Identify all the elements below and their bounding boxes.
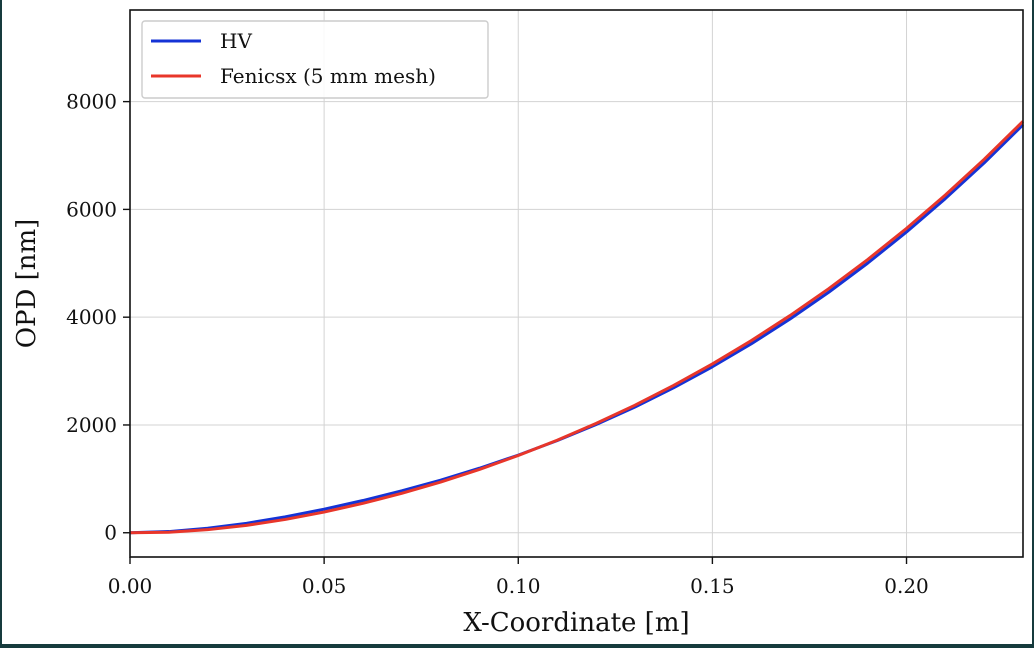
y-tick-label: 0 [104,521,117,545]
y-tick-label: 6000 [66,197,117,221]
plot-frame [129,9,1024,558]
x-axis-label: X-Coordinate [m] [463,608,689,638]
y-axis-label: OPD [nm] [12,219,42,349]
legend-box [141,20,489,99]
grid [129,10,1023,557]
y-tick-label: 2000 [66,413,117,437]
x-tick-label: 0.20 [884,574,929,598]
x-tick-label: 0.15 [690,574,735,598]
legend: HV Fenicsx (5 mm mesh) [141,20,489,99]
plot-lines [129,120,1025,535]
series-line-0 [129,123,1025,535]
x-tick-label: 0.00 [108,574,153,598]
series-line-1 [129,120,1025,535]
y-tick-label: 4000 [66,305,117,329]
x-tick-label: 0.05 [302,574,347,598]
ticks: 0.00 0.05 0.10 0.15 0.20 0 2000 4000 6000 8000 [66,90,929,598]
legend-label-fenicsx: Fenicsx (5 mm mesh) [220,64,436,88]
legend-label-hv: HV [220,29,252,53]
y-tick-label: 8000 [66,90,117,114]
x-tick-label: 0.10 [496,574,541,598]
